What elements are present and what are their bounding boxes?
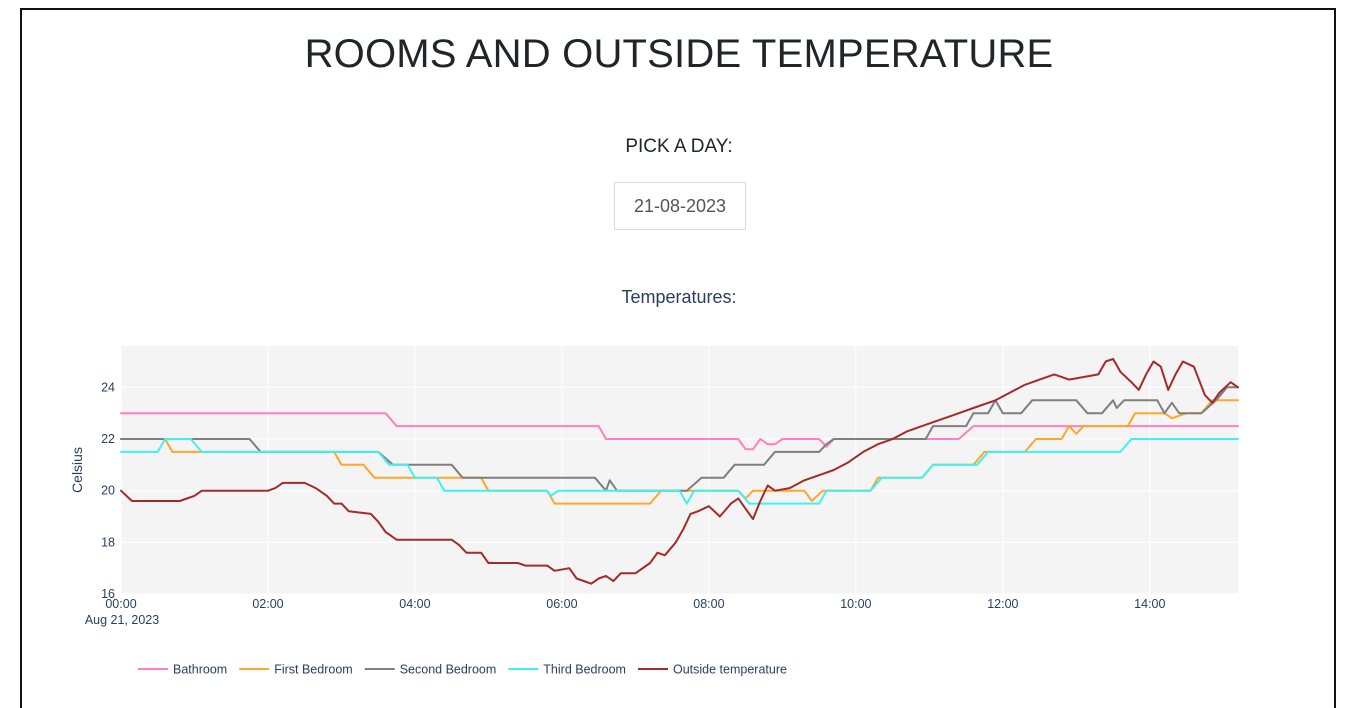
x-axis-ticks: 00:00 02:00 04:00 06:00 08:00 10:00 12:00 14:00	[105, 597, 1165, 611]
x-tick-label: 10:00	[840, 597, 871, 611]
series-line-second-bedroom	[120, 386, 1239, 492]
legend-item[interactable]: Third Bedroom	[508, 663, 626, 677]
legend-label: First Bedroom	[274, 663, 353, 677]
x-tick-label: 06:00	[546, 597, 577, 611]
legend-item[interactable]: Outside temperature	[637, 663, 787, 677]
date-picker-label: PICK A DAY:	[625, 136, 733, 157]
chart-title: Temperatures:	[621, 287, 737, 307]
legend: Bathroom First Bedroom Second Bedroom Third…	[138, 663, 787, 677]
y-axis-ticks: 16 18 20 22 24	[101, 380, 115, 601]
series-lines	[120, 357, 1239, 585]
legend-label: Second Bedroom	[400, 663, 497, 677]
x-tick-label: 14:00	[1134, 597, 1165, 611]
x-tick-label: 04:00	[399, 597, 430, 611]
y-tick-label: 16	[101, 587, 115, 601]
grid	[120, 346, 1238, 595]
y-tick-label: 24	[101, 380, 115, 394]
series-line-outside-temperature	[120, 357, 1239, 585]
legend-label: Third Bedroom	[543, 663, 626, 677]
legend-item[interactable]: Bathroom	[138, 663, 227, 677]
y-tick-label: 22	[101, 432, 115, 446]
page-title: ROOMS AND OUTSIDE TEMPERATURE	[304, 32, 1054, 76]
y-tick-label: 18	[101, 535, 115, 549]
y-tick-label: 20	[101, 484, 115, 498]
legend-label: Outside temperature	[673, 663, 787, 677]
y-axis-title: Celsius	[69, 447, 85, 493]
legend-item[interactable]: First Bedroom	[239, 663, 353, 677]
date-input[interactable]: 21-08-2023	[614, 182, 746, 230]
legend-item[interactable]: Second Bedroom	[364, 663, 497, 677]
series-line-third-bedroom	[120, 438, 1239, 505]
plot-background	[121, 346, 1238, 594]
x-tick-label: 02:00	[252, 597, 283, 611]
legend-label: Bathroom	[173, 663, 227, 677]
x-tick-label: 12:00	[987, 597, 1018, 611]
x-tick-label: 08:00	[693, 597, 724, 611]
x-tick-label: 00:00	[105, 597, 136, 611]
temperature-chart: 16 18 20 22 24 00:00 02:00 04:00 06:00 08:00 10:0…	[69, 346, 1239, 677]
x-axis-date-label: Aug 21, 2023	[85, 613, 159, 627]
